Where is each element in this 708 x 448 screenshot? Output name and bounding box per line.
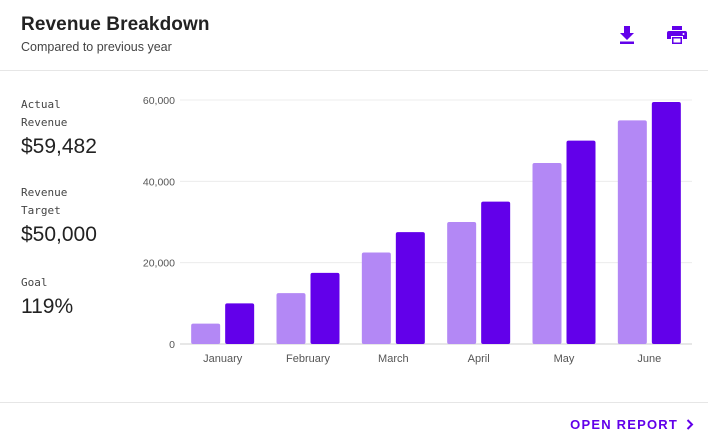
stat-actual-revenue: Actual Revenue $59,482 xyxy=(21,96,97,160)
bar xyxy=(566,140,596,344)
bar xyxy=(276,293,306,344)
stat-goal: Goal 119% xyxy=(21,274,73,320)
card-footer: OPEN REPORT xyxy=(0,402,708,448)
x-tick-label: February xyxy=(286,353,331,365)
chevron-right-icon xyxy=(686,419,694,430)
x-tick-label: March xyxy=(378,353,409,365)
bar xyxy=(395,232,425,344)
bar xyxy=(310,272,340,344)
bar xyxy=(191,323,221,344)
y-tick-label: 40,000 xyxy=(143,176,175,188)
revenue-bar-chart: 60,000 40,000 20,000 0 January February March A… xyxy=(143,95,692,365)
bar xyxy=(447,222,477,344)
bar xyxy=(481,201,511,344)
x-tick-label: April xyxy=(468,353,490,365)
card-header: Revenue Breakdown Compared to previous y… xyxy=(0,0,708,71)
stat-value: 119% xyxy=(21,295,74,318)
bar xyxy=(651,102,681,345)
print-icon xyxy=(667,26,687,44)
x-tick-label: May xyxy=(554,353,575,365)
download-button[interactable] xyxy=(614,22,640,48)
card-subtitle: Compared to previous year xyxy=(21,40,172,54)
bar xyxy=(225,303,255,344)
stat-label: Revenue Target xyxy=(21,186,68,217)
y-tick-label: 20,000 xyxy=(143,258,175,270)
print-button[interactable] xyxy=(664,22,690,48)
open-report-label: OPEN REPORT xyxy=(570,417,678,432)
stat-label: Goal xyxy=(21,276,48,289)
x-tick-label: January xyxy=(203,353,243,365)
stat-value: $50,000 xyxy=(21,223,97,246)
bar xyxy=(617,120,647,344)
stat-label: Actual Revenue xyxy=(21,98,68,129)
x-tick-label: June xyxy=(637,353,661,365)
open-report-button[interactable]: OPEN REPORT xyxy=(570,417,694,432)
y-tick-label: 60,000 xyxy=(143,95,175,107)
y-tick-label: 0 xyxy=(169,339,175,351)
bar xyxy=(361,252,391,344)
card-title: Revenue Breakdown xyxy=(21,14,210,35)
bar xyxy=(532,163,562,344)
stat-revenue-target: Revenue Target $50,000 xyxy=(21,184,97,248)
download-icon xyxy=(620,26,634,44)
stat-value: $59,482 xyxy=(21,135,97,158)
